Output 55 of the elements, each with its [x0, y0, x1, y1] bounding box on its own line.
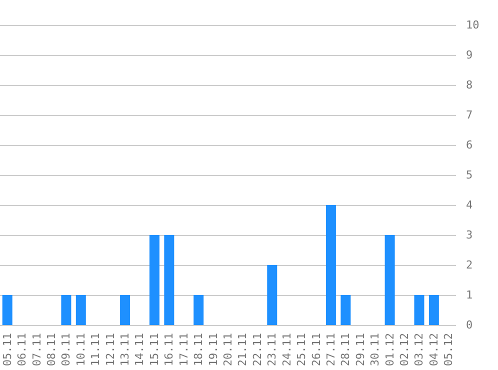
bar: [267, 265, 278, 325]
x-tick-label: 06.11: [16, 333, 29, 366]
x-tick-label: 10.11: [74, 333, 88, 366]
y-tick-label: 8: [466, 78, 473, 92]
bar: [326, 205, 336, 325]
x-tick-label: 01.12: [383, 333, 396, 366]
bar: [76, 295, 86, 325]
x-tick-label: 05.12: [442, 333, 456, 366]
x-tick-label: 19.11: [206, 333, 220, 366]
y-tick-label: 4: [466, 198, 473, 212]
x-tick-label: 15.11: [148, 333, 161, 366]
x-tick-label: 12.11: [104, 333, 117, 366]
x-tick-label: 07.11: [30, 333, 44, 366]
x-tick-label: 22.11: [250, 333, 264, 366]
y-tick-label: 7: [466, 108, 473, 122]
x-tick-label: 20.11: [222, 333, 234, 366]
x-tick-label: 26.11: [310, 333, 323, 366]
x-tick-label: 21.11: [236, 333, 250, 366]
x-tick-label: 11.11: [89, 333, 102, 366]
bar: [414, 295, 424, 325]
x-tick-label: 30.11: [368, 333, 382, 366]
x-tick-label: 18.11: [192, 333, 206, 366]
x-tick-label: 03.12: [412, 333, 426, 366]
x-tick-label: 14.11: [133, 333, 146, 366]
x-tick-label: 02.12: [398, 333, 412, 366]
x-tick-label: 27.11: [324, 333, 338, 366]
x-tick-label: 28.11: [339, 333, 352, 366]
y-tick-label: 2: [466, 258, 473, 272]
y-tick-label: 0: [466, 318, 473, 332]
y-tick-label: 1: [466, 288, 473, 302]
x-tick-label: 08.11: [44, 333, 58, 366]
x-tick-label: 24.11: [280, 333, 294, 366]
bar: [164, 235, 174, 325]
bar: [384, 235, 395, 325]
bar: [428, 295, 439, 325]
x-tick-label: 05.11: [0, 333, 14, 366]
x-tick-label: 29.11: [354, 333, 367, 366]
y-tick-label: 6: [466, 138, 473, 152]
x-tick-label: 13.11: [118, 333, 132, 366]
y-tick-label: 5: [466, 168, 473, 182]
bar: [149, 235, 160, 325]
bar: [2, 295, 12, 325]
y-tick-label: 10: [466, 18, 480, 32]
y-tick-label: 3: [466, 228, 473, 242]
y-tick-label: 9: [466, 48, 473, 62]
x-tick-label: 09.11: [60, 333, 73, 366]
x-tick-label: 16.11: [162, 333, 176, 366]
bar: [120, 295, 130, 325]
bar: [340, 295, 351, 325]
x-tick-label: 04.12: [427, 333, 440, 366]
bar: [194, 295, 204, 325]
x-tick-label: 17.11: [177, 333, 190, 366]
x-tick-label: 25.11: [295, 333, 308, 366]
x-tick-label: 23.11: [266, 333, 279, 366]
bar: [61, 295, 72, 325]
